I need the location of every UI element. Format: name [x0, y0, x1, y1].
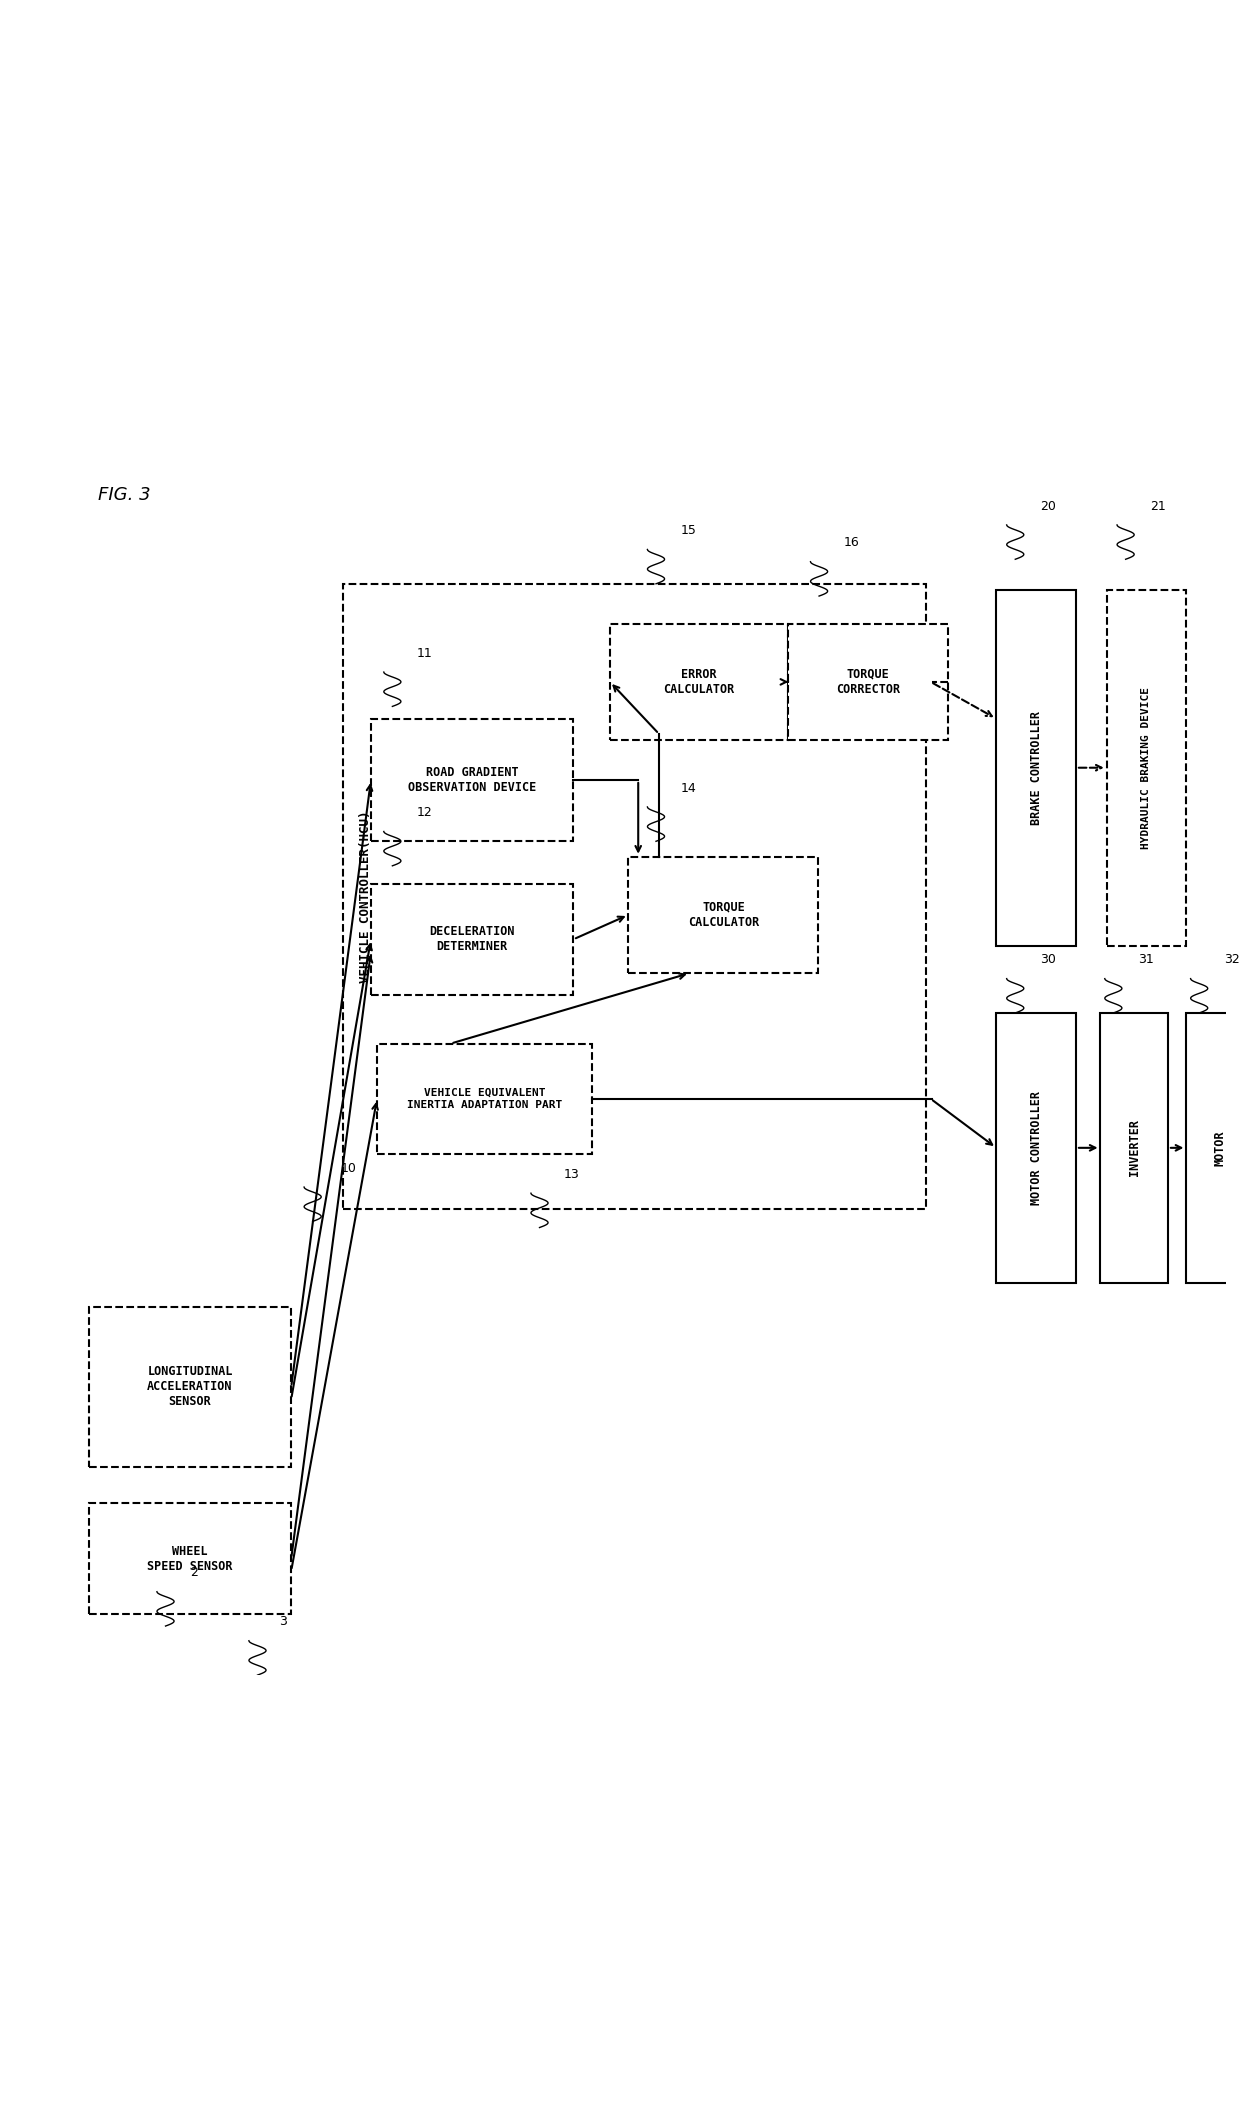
FancyBboxPatch shape	[89, 1504, 291, 1614]
FancyBboxPatch shape	[1187, 1013, 1240, 1283]
FancyBboxPatch shape	[629, 856, 818, 973]
Text: MOTOR CONTROLLER: MOTOR CONTROLLER	[1029, 1092, 1043, 1204]
FancyBboxPatch shape	[371, 718, 573, 841]
FancyBboxPatch shape	[789, 624, 947, 739]
Text: 12: 12	[417, 807, 433, 820]
Text: 21: 21	[1151, 499, 1166, 512]
Text: 30: 30	[1040, 954, 1055, 966]
Text: 31: 31	[1138, 954, 1153, 966]
Text: TORQUE
CORRECTOR: TORQUE CORRECTOR	[836, 667, 900, 697]
FancyBboxPatch shape	[1106, 590, 1187, 945]
Text: WHEEL
SPEED SENSOR: WHEEL SPEED SENSOR	[148, 1544, 233, 1572]
FancyBboxPatch shape	[610, 624, 787, 739]
Text: FIG. 3: FIG. 3	[98, 486, 151, 503]
Text: TORQUE
CALCULATOR: TORQUE CALCULATOR	[688, 901, 759, 928]
Text: ROAD GRADIENT
OBSERVATION DEVICE: ROAD GRADIENT OBSERVATION DEVICE	[408, 767, 536, 794]
Text: LONGITUDINAL
ACCELERATION
SENSOR: LONGITUDINAL ACCELERATION SENSOR	[148, 1366, 233, 1408]
Text: 16: 16	[843, 537, 859, 550]
Text: DECELERATION
DETERMINER: DECELERATION DETERMINER	[429, 926, 515, 954]
Text: HYDRAULIC BRAKING DEVICE: HYDRAULIC BRAKING DEVICE	[1142, 686, 1152, 850]
FancyBboxPatch shape	[996, 590, 1076, 945]
Text: MOTOR: MOTOR	[1214, 1130, 1226, 1166]
Text: 2: 2	[190, 1565, 198, 1580]
FancyBboxPatch shape	[377, 1043, 591, 1153]
FancyBboxPatch shape	[371, 884, 573, 994]
Text: 14: 14	[681, 782, 697, 794]
Text: 3: 3	[279, 1616, 288, 1629]
Text: 11: 11	[417, 648, 433, 661]
Text: VEHICLE EQUIVALENT
INERTIA ADAPTATION PART: VEHICLE EQUIVALENT INERTIA ADAPTATION PA…	[407, 1087, 562, 1109]
Text: VEHICLE CONTROLLER(HCU): VEHICLE CONTROLLER(HCU)	[358, 809, 372, 983]
FancyBboxPatch shape	[89, 1306, 291, 1468]
Text: 10: 10	[341, 1162, 357, 1175]
Text: 20: 20	[1040, 499, 1055, 512]
FancyBboxPatch shape	[1100, 1013, 1168, 1283]
Text: BRAKE CONTROLLER: BRAKE CONTROLLER	[1029, 712, 1043, 824]
Text: INVERTER: INVERTER	[1127, 1119, 1141, 1177]
Text: ERROR
CALCULATOR: ERROR CALCULATOR	[663, 667, 734, 697]
Text: 13: 13	[564, 1168, 580, 1181]
Text: 32: 32	[1224, 954, 1240, 966]
FancyBboxPatch shape	[996, 1013, 1076, 1283]
Text: 15: 15	[681, 525, 697, 537]
